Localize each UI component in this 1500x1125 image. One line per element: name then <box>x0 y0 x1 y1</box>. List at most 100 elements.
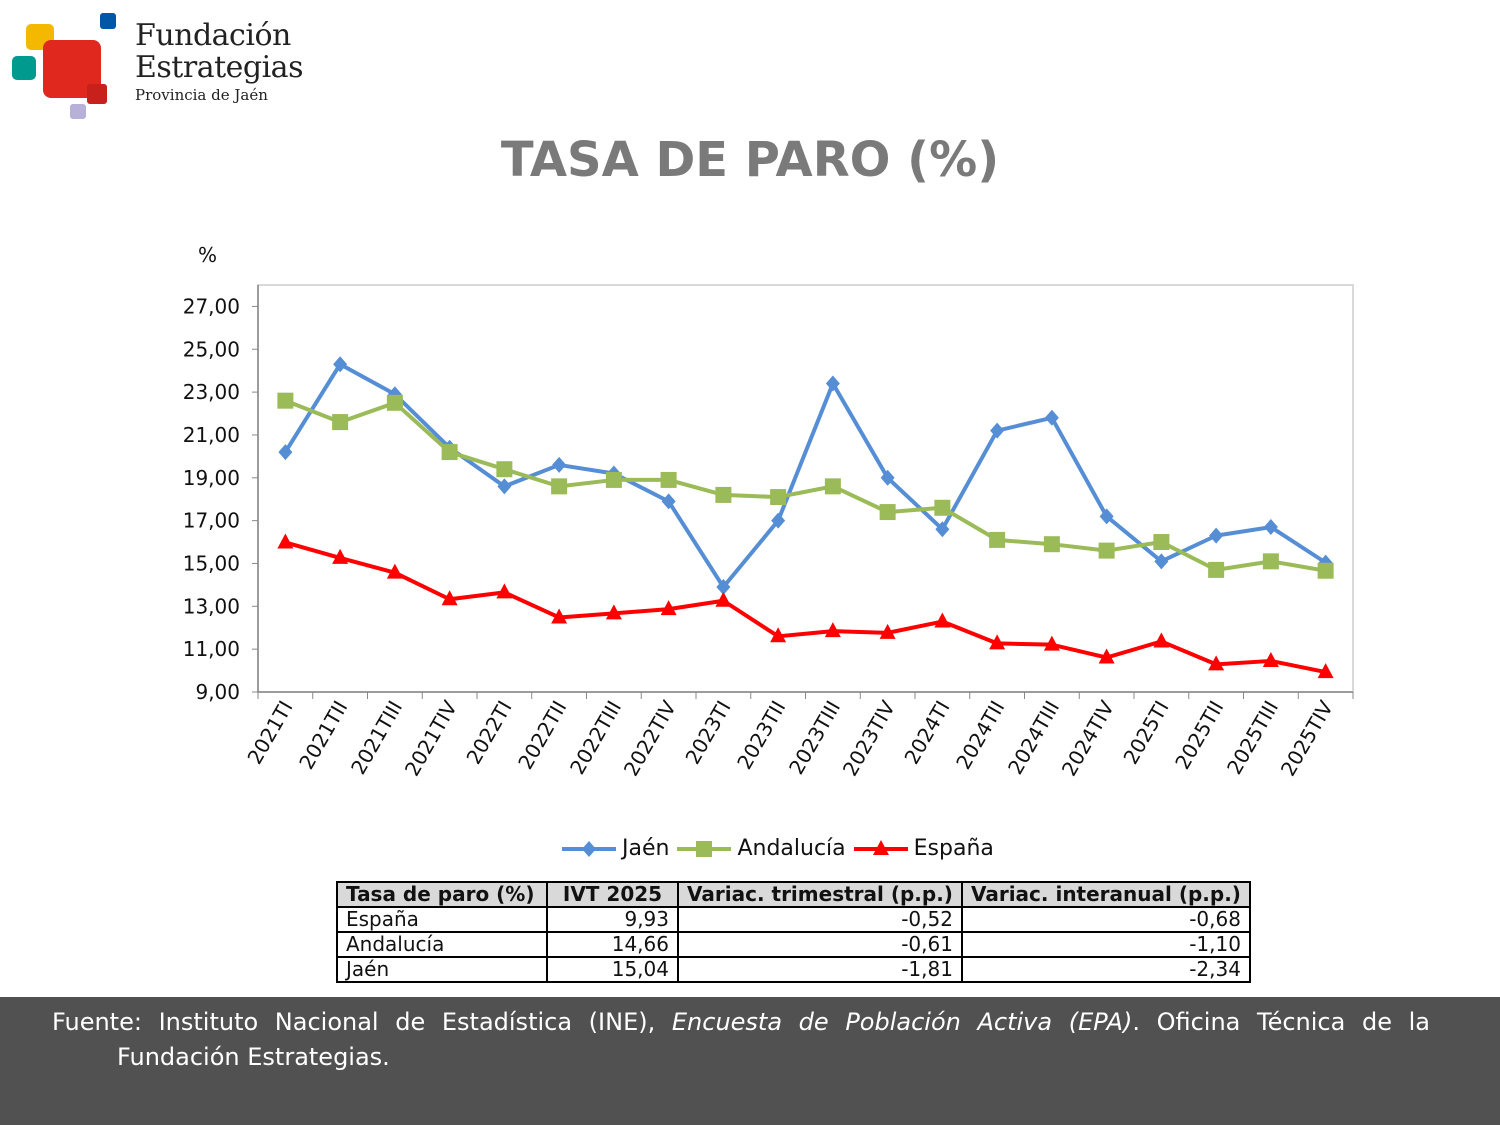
source-survey: Encuesta de Población Activa (EPA) <box>671 1008 1133 1036</box>
summary-table: Tasa de paro (%) IVT 2025 Variac. trimes… <box>336 881 1251 983</box>
data-point <box>1043 536 1060 553</box>
line-chart: % 9,00 11,00 13,00 15,00 17,00 19,00 21,00 23,00… <box>183 243 1354 780</box>
x-tick-label: 2024TII <box>951 697 1009 774</box>
data-point <box>1154 553 1169 570</box>
source-text: Fuente: Instituto Nacional de Estadístic… <box>52 1008 672 1036</box>
data-point <box>496 461 513 478</box>
x-tick-label: 2025TIII <box>1222 697 1283 779</box>
page-title: TASA DE PARO (%) <box>500 132 1000 188</box>
table-cell: Jaén <box>336 956 548 983</box>
legend-swatch <box>677 840 732 857</box>
data-point <box>660 600 677 616</box>
y-tick-label: 25,00 <box>183 337 240 361</box>
data-point <box>1043 635 1060 651</box>
logo: Fundación Estrategias Provincia de Jaén <box>0 0 320 130</box>
legend-marker <box>582 840 596 857</box>
data-point <box>715 486 732 503</box>
data-point <box>333 356 348 373</box>
legend-item: Andalucía <box>675 836 846 861</box>
data-point <box>441 444 458 461</box>
logo-mark <box>12 13 116 119</box>
data-point <box>715 591 732 607</box>
data-point <box>605 604 622 620</box>
series-andalucía <box>277 392 1334 579</box>
data-point <box>277 533 294 549</box>
x-tick-label: 2022TIV <box>619 696 681 780</box>
data-point <box>1098 648 1115 664</box>
x-tick-label: 2022TIII <box>565 697 626 779</box>
x-tick-label: 2024TI <box>899 697 954 769</box>
table-cell: -0,61 <box>677 931 963 958</box>
x-tick-label: 2023TII <box>732 697 790 774</box>
series-line <box>284 398 1326 573</box>
data-point <box>332 548 349 564</box>
x-tick-label: 2024TIV <box>1057 696 1119 780</box>
data-point <box>770 489 787 506</box>
table-cell: -0,68 <box>960 906 1251 933</box>
y-tick-label: 27,00 <box>183 294 240 318</box>
data-point <box>1153 534 1170 551</box>
data-point <box>552 456 567 473</box>
data-point <box>1263 519 1278 536</box>
table-cell: 15,04 <box>546 956 679 983</box>
x-tick-label: 2021TIII <box>346 697 407 779</box>
y-tick-label: 21,00 <box>183 423 240 447</box>
x-tick-label: 2021TIV <box>400 696 462 780</box>
data-point <box>1317 562 1334 579</box>
legend-item: Jaén <box>560 836 669 861</box>
source-footer: Fuente: Instituto Nacional de Estadístic… <box>0 997 1500 1125</box>
table-row: Andalucía 14,66 -0,61 -1,10 <box>336 931 1251 958</box>
y-tick-label: 13,00 <box>183 594 240 618</box>
data-point <box>989 531 1006 548</box>
data-point <box>935 521 950 538</box>
data-point <box>771 512 786 529</box>
series-line <box>283 362 1327 590</box>
logo-line3: Provincia de Jaén <box>135 86 268 104</box>
data-point <box>880 469 895 486</box>
data-point <box>1209 527 1224 544</box>
table-cell: España <box>336 906 548 933</box>
y-tick-label: 9,00 <box>195 680 240 704</box>
source-text-end: . Oficina Técnica de la <box>1132 1008 1430 1036</box>
series-españa <box>277 533 1334 679</box>
table-row: España 9,93 -0,52 -0,68 <box>336 906 1251 933</box>
data-point <box>990 422 1005 439</box>
data-point <box>441 590 458 606</box>
table-header: Variac. interanual (p.p.) <box>960 881 1251 908</box>
table-cell: -1,81 <box>677 956 963 983</box>
y-tick-label: 15,00 <box>183 551 240 575</box>
logo-line1: Fundación <box>135 18 291 53</box>
x-tick-label: 2021TII <box>294 697 352 774</box>
legend-label: España <box>913 836 994 861</box>
data-point <box>332 414 349 431</box>
y-tick-label: 19,00 <box>183 466 240 490</box>
table-header: Tasa de paro (%) <box>336 881 548 908</box>
x-tick-label: 2025TII <box>1170 697 1228 774</box>
x-tick-label: 2023TIV <box>838 696 900 780</box>
data-point <box>1262 553 1279 570</box>
table-cell: -2,34 <box>960 956 1251 983</box>
x-tick-label: 2024TIII <box>1003 697 1064 779</box>
table-cell: Andalucía <box>336 931 548 958</box>
data-point <box>934 612 951 628</box>
data-point <box>1098 542 1115 559</box>
data-point <box>770 627 787 643</box>
table-cell: -0,52 <box>677 906 963 933</box>
series-line <box>284 540 1327 675</box>
data-point <box>277 392 294 409</box>
y-tick-label: 23,00 <box>183 380 240 404</box>
x-tick-label: 2023TIII <box>784 697 845 779</box>
legend-marker <box>696 840 713 857</box>
x-tick-label: 2022TII <box>513 697 571 774</box>
x-tick-label: 2021TI <box>242 697 297 769</box>
x-tick-label: 2025TIV <box>1276 696 1338 780</box>
legend-swatch <box>562 840 616 857</box>
legend-swatch <box>853 839 908 855</box>
data-point <box>824 478 841 495</box>
legend: Jaén Andalucía España <box>560 836 994 861</box>
data-point <box>1099 508 1114 525</box>
table-header: Variac. trimestral (p.p.) <box>677 881 963 908</box>
data-point <box>551 608 568 624</box>
data-point <box>496 583 513 599</box>
data-point <box>716 579 731 596</box>
